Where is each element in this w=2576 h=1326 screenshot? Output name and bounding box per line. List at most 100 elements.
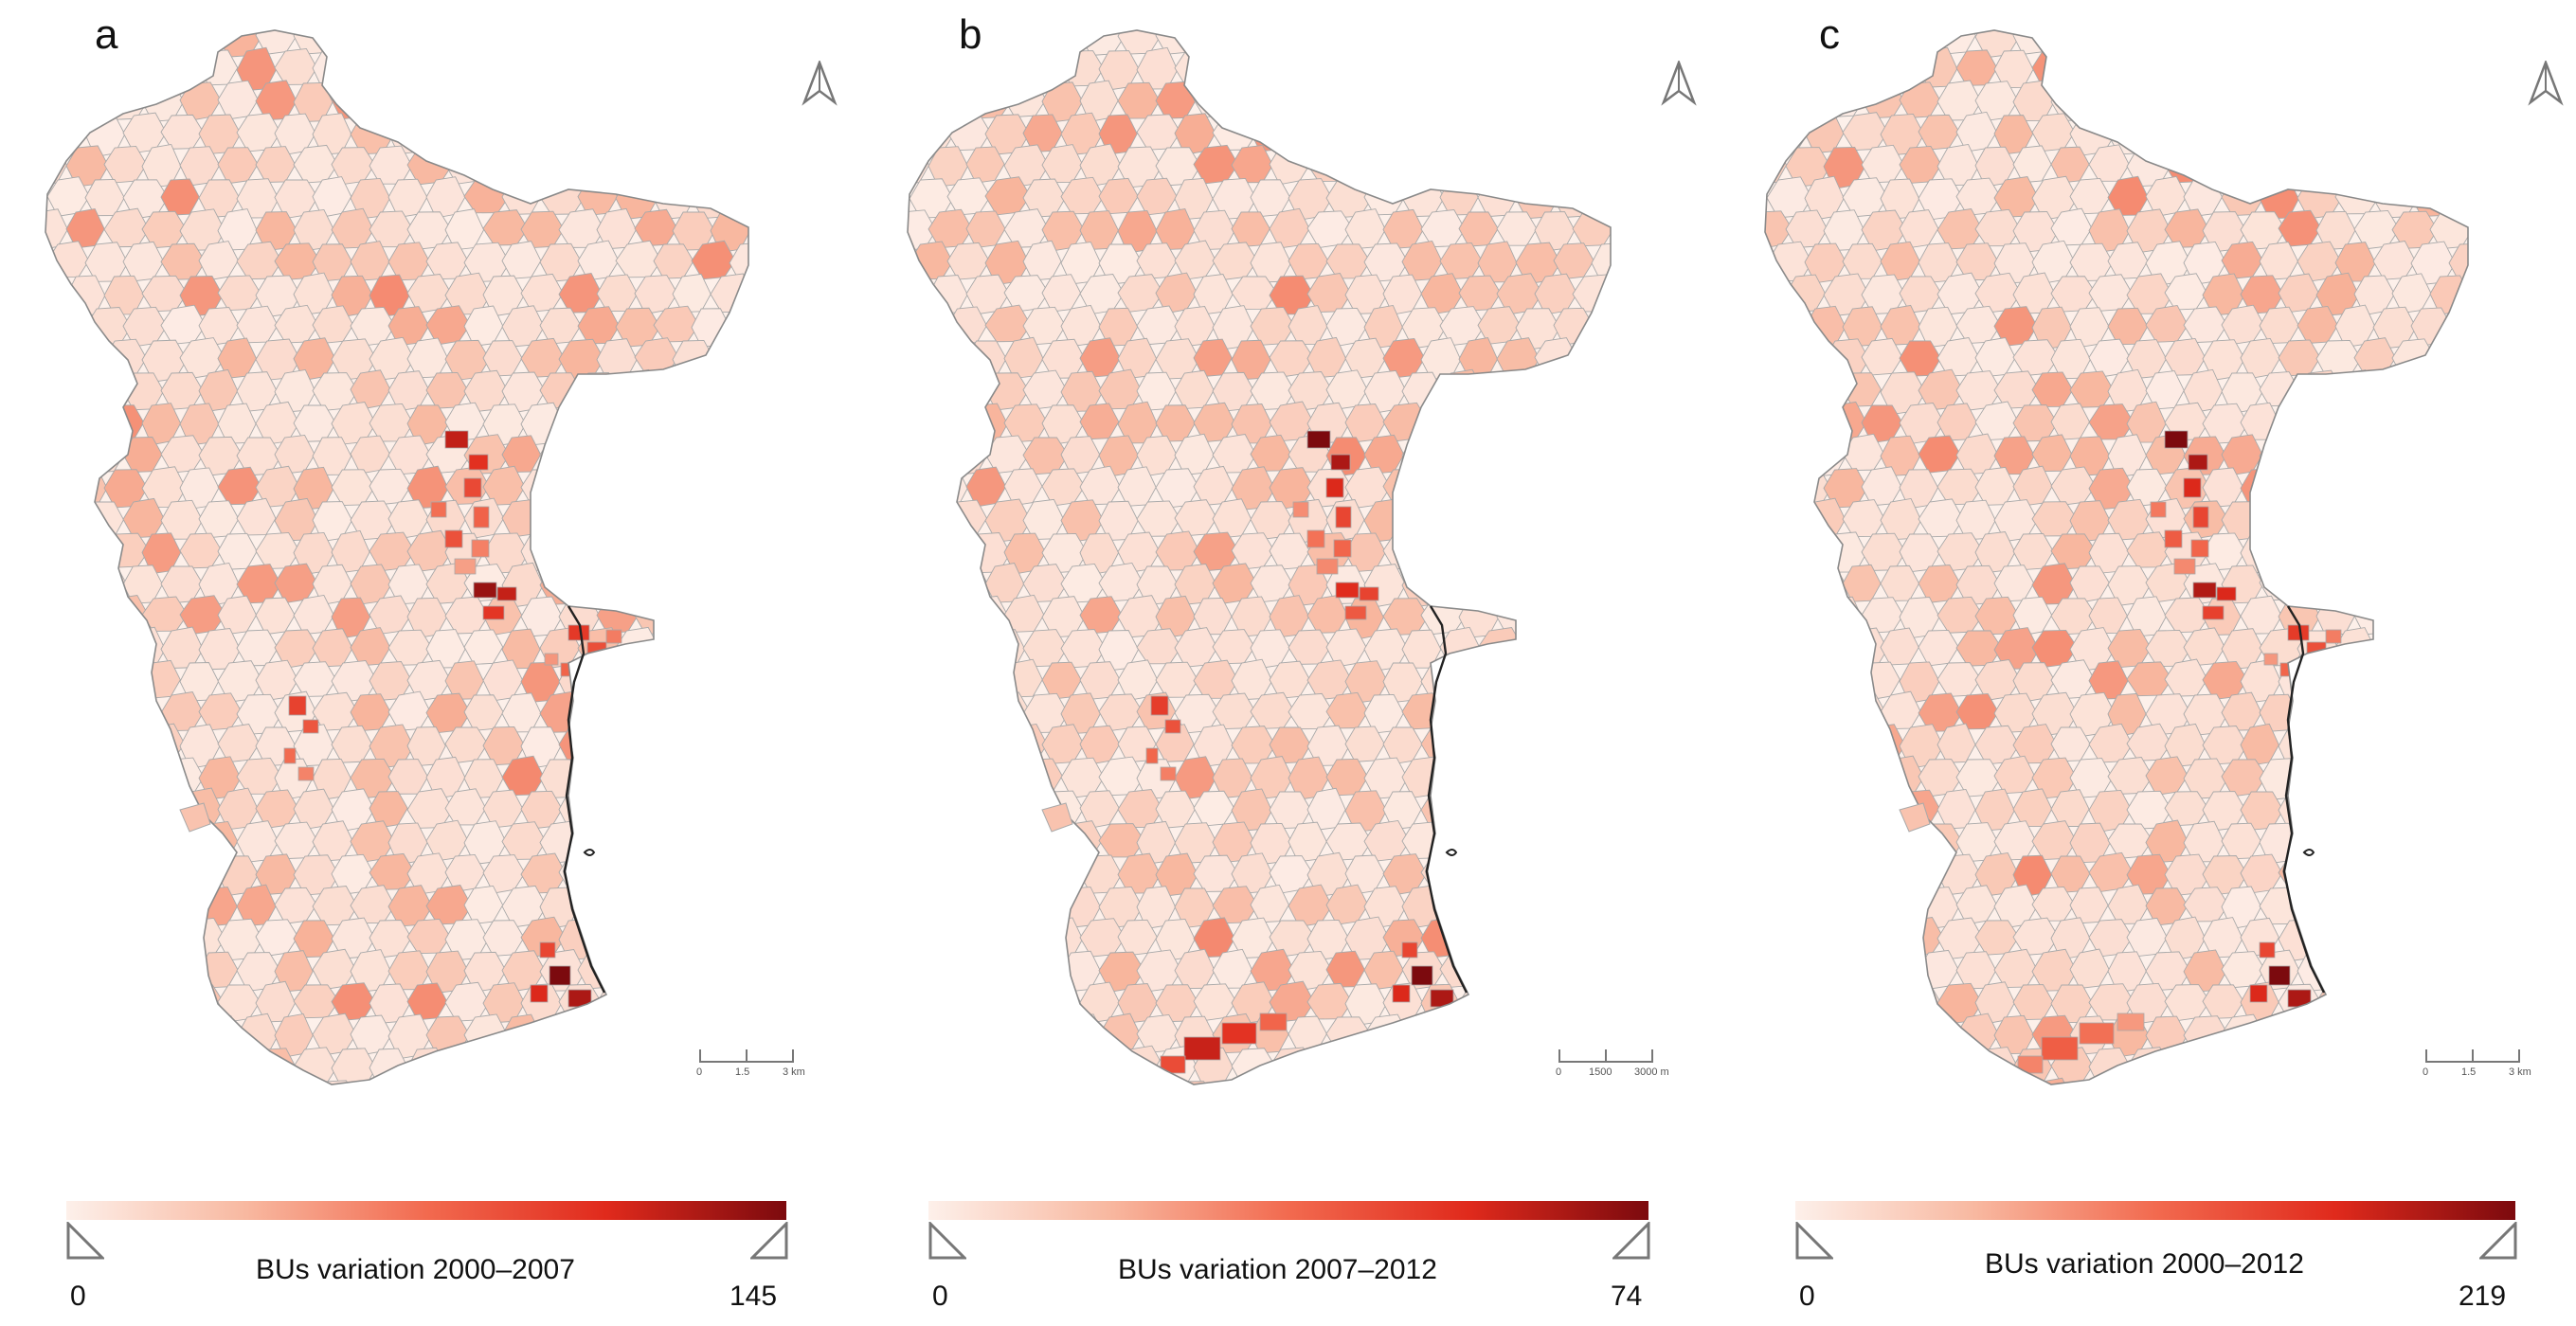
municipal-unit xyxy=(691,499,731,536)
municipal-unit xyxy=(1572,30,1611,54)
municipal-unit xyxy=(909,1015,951,1053)
municipal-unit xyxy=(444,30,490,61)
municipal-unit xyxy=(1573,1112,1617,1151)
legend-min-label: 0 xyxy=(1799,1281,1815,1312)
hotspot-unit xyxy=(430,501,447,518)
municipal-unit xyxy=(1553,758,1596,799)
municipal-unit xyxy=(2487,47,2525,86)
municipal-unit xyxy=(1363,115,1409,154)
municipal-unit xyxy=(1269,80,1309,124)
municipal-unit xyxy=(1591,501,1611,543)
municipal-unit xyxy=(1420,467,1467,511)
municipal-unit xyxy=(122,821,165,863)
municipal-unit xyxy=(501,48,548,89)
municipal-unit xyxy=(729,307,748,345)
hotspot-unit xyxy=(2150,501,2167,518)
municipal-unit xyxy=(1785,339,1830,382)
municipal-unit xyxy=(2297,562,2342,602)
municipal-unit xyxy=(729,887,748,923)
municipal-unit xyxy=(1861,919,1903,960)
hotspot-unit xyxy=(2216,586,2237,601)
municipal-unit xyxy=(2467,469,2468,507)
municipal-unit xyxy=(520,81,560,120)
municipal-unit xyxy=(2334,113,2379,155)
municipal-unit xyxy=(928,1112,972,1152)
municipal-unit xyxy=(615,757,657,796)
municipal-unit xyxy=(1344,81,1386,121)
municipal-unit xyxy=(425,114,472,154)
municipal-unit xyxy=(2372,756,2417,797)
municipal-unit xyxy=(1420,143,1463,187)
municipal-unit xyxy=(256,1114,295,1151)
municipal-unit xyxy=(1534,983,1581,1024)
municipal-unit xyxy=(406,80,451,120)
municipal-unit xyxy=(2487,627,2526,668)
municipal-unit xyxy=(615,48,661,91)
municipal-unit xyxy=(1232,1111,1273,1149)
municipal-unit xyxy=(1401,1079,1442,1084)
municipal-unit xyxy=(748,339,794,377)
municipal-unit xyxy=(2259,1012,2299,1060)
municipal-unit xyxy=(596,401,636,445)
municipal-unit xyxy=(103,658,147,702)
municipal-unit xyxy=(84,952,124,991)
municipal-unit xyxy=(2410,756,2451,797)
municipal-unit xyxy=(1344,1046,1384,1084)
municipal-unit xyxy=(1458,852,1504,892)
municipal-unit xyxy=(1420,1048,1466,1084)
hotspot-unit xyxy=(1359,586,1379,601)
municipal-unit xyxy=(103,984,146,1020)
municipal-unit xyxy=(634,917,677,957)
municipal-unit xyxy=(2467,660,2468,700)
hotspot-unit xyxy=(1259,1012,1288,1031)
municipal-unit xyxy=(1003,789,1048,831)
municipal-unit xyxy=(2353,788,2396,829)
municipal-unit xyxy=(2183,115,2227,157)
municipal-unit xyxy=(2315,854,2361,895)
municipal-unit xyxy=(1496,30,1541,57)
municipal-unit xyxy=(767,630,808,666)
municipal-unit xyxy=(672,726,715,763)
municipal-unit xyxy=(539,47,585,91)
municipal-unit xyxy=(1042,1110,1084,1146)
municipal-unit xyxy=(1553,887,1594,926)
municipal-unit xyxy=(2202,1048,2246,1084)
hotspot-unit xyxy=(473,506,490,529)
municipal-unit xyxy=(767,438,807,475)
municipal-unit xyxy=(909,50,954,91)
municipal-unit xyxy=(2467,594,2468,639)
municipal-unit xyxy=(908,468,933,507)
municipal-unit xyxy=(577,1077,624,1084)
municipal-unit xyxy=(965,855,1006,898)
municipal-unit xyxy=(1496,80,1540,119)
municipal-unit xyxy=(2315,144,2356,185)
municipal-unit xyxy=(84,1016,126,1056)
municipal-unit xyxy=(1003,917,1047,960)
municipal-unit xyxy=(710,724,748,764)
municipal-unit xyxy=(2353,466,2397,507)
municipal-unit xyxy=(1572,468,1611,507)
municipal-unit xyxy=(2429,984,2468,1023)
municipal-unit xyxy=(1572,660,1611,698)
municipal-unit xyxy=(2372,627,2420,669)
municipal-unit xyxy=(2410,368,2457,412)
legend-min-triangle-icon xyxy=(1795,1222,1833,1260)
coastline xyxy=(1425,605,1468,994)
municipal-unit xyxy=(1823,982,1868,1023)
municipal-unit xyxy=(2429,852,2468,897)
municipal-unit xyxy=(653,501,698,540)
municipal-unit xyxy=(596,789,636,833)
municipal-unit xyxy=(45,337,73,379)
municipal-unit xyxy=(653,47,698,91)
municipal-unit xyxy=(2448,627,2468,672)
municipal-unit xyxy=(1553,951,1595,991)
municipal-unit xyxy=(1553,114,1600,157)
municipal-unit xyxy=(2202,30,2244,54)
municipal-unit xyxy=(615,114,658,154)
municipal-unit xyxy=(2353,981,2396,1027)
municipal-unit xyxy=(710,854,748,893)
municipal-unit xyxy=(1823,1047,1866,1083)
municipal-unit xyxy=(672,920,712,961)
municipal-unit xyxy=(909,307,951,343)
municipal-unit xyxy=(65,81,109,118)
